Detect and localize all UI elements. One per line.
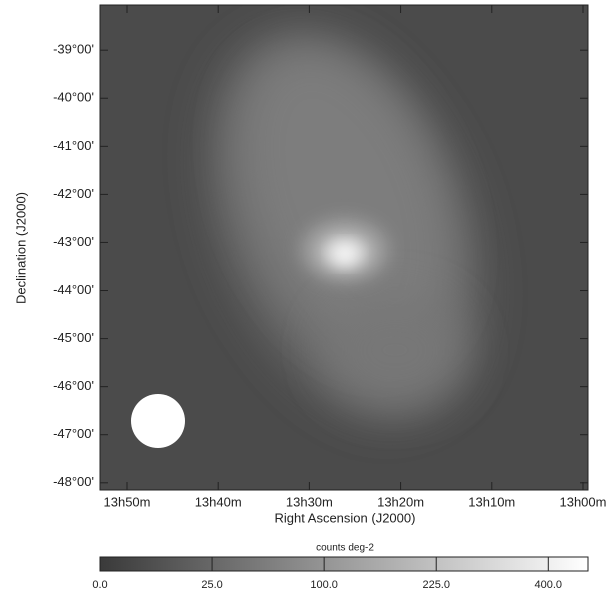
sky-image <box>100 5 588 490</box>
x-tick-label: 13h50m <box>104 494 151 509</box>
y-tick-label: -46°00' <box>53 378 94 393</box>
y-tick-label: -39°00' <box>53 42 94 57</box>
y-tick-label: -43°00' <box>53 234 94 249</box>
colorbar-tick-label: 25.0 <box>201 579 222 591</box>
y-tick-label: -41°00' <box>53 138 94 153</box>
colorbar-tick-label: 225.0 <box>422 579 450 591</box>
x-axis-label: Right Ascension (J2000) <box>275 510 416 525</box>
colorbar-tick-label: 400.0 <box>535 579 563 591</box>
y-tick-label: -48°00' <box>53 474 94 489</box>
frame <box>99 4 589 491</box>
x-tick-label: 13h10m <box>468 494 515 509</box>
colorbar-tick-label: 100.0 <box>310 579 338 591</box>
y-tick-label: -42°00' <box>53 186 94 201</box>
y-tick-label: -44°00' <box>53 282 94 297</box>
colorbar <box>99 556 589 572</box>
x-tick-label: 13h30m <box>286 494 333 509</box>
y-axis-label: Declination (J2000) <box>13 192 28 304</box>
colorbar-tick-label: 0.0 <box>92 579 107 591</box>
y-tick-label: -40°00' <box>53 90 94 105</box>
x-tick-label: 13h20m <box>377 494 424 509</box>
y-tick-label: -47°00' <box>53 426 94 441</box>
x-tick-label: 13h00m <box>559 494 606 509</box>
beam <box>131 394 185 448</box>
x-tick-label: 13h40m <box>195 494 242 509</box>
colorbar-label: counts deg-2 <box>316 543 374 554</box>
y-tick-label: -45°00' <box>53 330 94 345</box>
